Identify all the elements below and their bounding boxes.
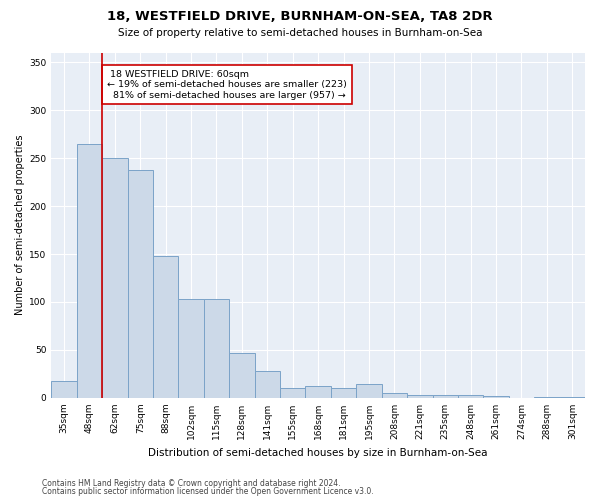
Bar: [382, 393, 407, 398]
X-axis label: Distribution of semi-detached houses by size in Burnham-on-Sea: Distribution of semi-detached houses by …: [148, 448, 488, 458]
Bar: [153, 256, 178, 398]
Bar: [204, 299, 229, 398]
Text: Contains HM Land Registry data © Crown copyright and database right 2024.: Contains HM Land Registry data © Crown c…: [42, 478, 341, 488]
Bar: [102, 158, 128, 398]
Bar: [77, 144, 102, 398]
Bar: [458, 395, 484, 398]
Text: 18, WESTFIELD DRIVE, BURNHAM-ON-SEA, TA8 2DR: 18, WESTFIELD DRIVE, BURNHAM-ON-SEA, TA8…: [107, 10, 493, 23]
Bar: [356, 384, 382, 398]
Bar: [433, 395, 458, 398]
Bar: [534, 397, 560, 398]
Text: Contains public sector information licensed under the Open Government Licence v3: Contains public sector information licen…: [42, 487, 374, 496]
Text: Size of property relative to semi-detached houses in Burnham-on-Sea: Size of property relative to semi-detach…: [118, 28, 482, 38]
Bar: [51, 380, 77, 398]
Text: 18 WESTFIELD DRIVE: 60sqm
← 19% of semi-detached houses are smaller (223)
  81% : 18 WESTFIELD DRIVE: 60sqm ← 19% of semi-…: [107, 70, 347, 100]
Bar: [305, 386, 331, 398]
Bar: [178, 299, 204, 398]
Bar: [128, 170, 153, 398]
Bar: [331, 388, 356, 398]
Y-axis label: Number of semi-detached properties: Number of semi-detached properties: [15, 135, 25, 316]
Bar: [280, 388, 305, 398]
Bar: [484, 396, 509, 398]
Bar: [254, 371, 280, 398]
Bar: [407, 395, 433, 398]
Bar: [229, 353, 254, 398]
Bar: [560, 397, 585, 398]
